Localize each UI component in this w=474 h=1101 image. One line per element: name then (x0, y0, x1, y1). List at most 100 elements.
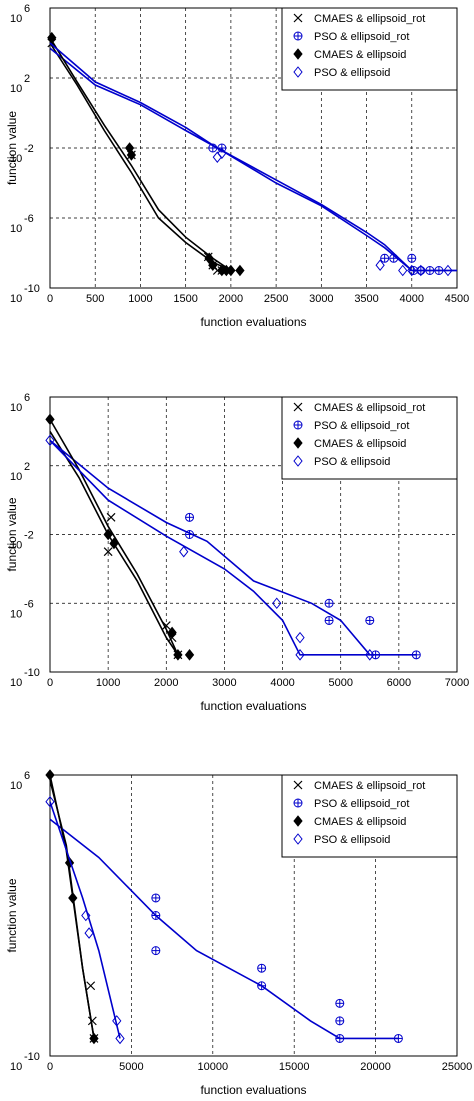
series-4-marker (179, 545, 189, 558)
legend-label-3: CMAES & ellipsoid (314, 438, 406, 450)
series-3-marker (226, 264, 236, 277)
y-tick-base: 10 (10, 293, 22, 305)
series-2-marker (257, 963, 267, 973)
y-tick-label: 102 (10, 73, 30, 95)
y-tick-base: 10 (10, 677, 22, 689)
series-3-marker (45, 769, 55, 781)
y-tick-base: 10 (10, 402, 22, 414)
legend-label-2: PSO & ellipsoid_rot (314, 420, 409, 432)
series-1-marker (103, 547, 113, 557)
legend-box (281, 7, 458, 91)
x-axis-label: function evaluations (200, 315, 306, 329)
y-tick-label: 10-2 (10, 143, 34, 165)
series-2-marker (185, 530, 195, 539)
y-axis-label: function value (5, 497, 19, 571)
y-tick-exponent: 2 (24, 461, 30, 473)
y-tick-label: 106 (10, 3, 30, 25)
series-line-3 (49, 418, 179, 656)
legend-marker-2 (293, 798, 303, 808)
x-tick-label: 0 (47, 293, 53, 305)
series-2-marker (380, 253, 390, 263)
legend-marker-4 (293, 833, 303, 845)
y-tick-label: 10-10 (10, 283, 40, 305)
x-tick-label: 4000 (400, 293, 424, 305)
legend-label-2: PSO & ellipsoid_rot (314, 798, 409, 810)
y-tick-base: 10 (10, 13, 22, 25)
series-2-marker (151, 911, 161, 920)
legend-box (281, 396, 458, 480)
x-tick-label: 7000 (445, 677, 469, 689)
series-3-marker (68, 892, 78, 904)
series-2-marker (151, 893, 161, 903)
y-axis-label: function value (5, 878, 19, 952)
x-axis-label: function evaluations (200, 1083, 306, 1097)
legend-marker-3 (293, 815, 303, 827)
legend-marker-4 (293, 66, 303, 78)
y-tick-label: 10-10 (10, 1051, 40, 1073)
x-tick-label: 4500 (445, 293, 469, 305)
series-3-marker (167, 626, 177, 639)
y-tick-base: 10 (10, 83, 22, 95)
series-2-marker (324, 615, 334, 625)
x-tick-label: 3000 (309, 293, 333, 305)
legend-label-3: CMAES & ellipsoid (314, 49, 406, 61)
legend-box (281, 774, 458, 858)
y-tick-exponent: -6 (24, 598, 34, 610)
series-4-marker (407, 264, 417, 277)
legend: CMAES & ellipsoid_rot PSO & ellipsoid_rot… (281, 7, 458, 91)
legend-marker-1 (293, 780, 303, 790)
series-2-marker (185, 512, 195, 522)
series-3-marker (47, 31, 57, 44)
series-4-marker (295, 631, 305, 644)
series-3-marker (204, 252, 214, 265)
series-line-3 (49, 774, 95, 1039)
y-tick-exponent: -2 (24, 143, 34, 155)
y-tick-exponent: -10 (24, 1051, 40, 1063)
x-tick-label: 2000 (154, 677, 178, 689)
series-4-marker (81, 909, 91, 922)
x-tick-label: 15000 (279, 1061, 310, 1073)
x-axis-label: function evaluations (200, 699, 306, 713)
series-line-2 (49, 439, 417, 656)
y-tick-exponent: -10 (24, 283, 40, 295)
series-3-marker (208, 259, 218, 272)
legend-label-1: CMAES & ellipsoid_rot (314, 780, 425, 792)
series-4-marker (375, 259, 385, 272)
series-4-marker (45, 795, 55, 808)
x-tick-label: 0 (47, 1061, 53, 1073)
chart-panel-2: 0 1000 2000 3000 4000 5000 6000 700010610210-21… (5, 392, 469, 713)
x-tick-label: 1000 (128, 293, 152, 305)
y-tick-base: 10 (10, 153, 22, 165)
series-3-marker (235, 264, 245, 277)
series-2-marker (335, 1016, 345, 1026)
series-3-marker (184, 649, 195, 661)
y-tick-label: 10-6 (10, 213, 34, 235)
series-4-marker (272, 597, 282, 610)
series-line-2 (49, 818, 399, 1040)
series-3-marker (126, 149, 137, 161)
series-2-marker (324, 598, 334, 608)
x-tick-label: 4000 (270, 677, 294, 689)
series-3-marker (45, 413, 55, 426)
legend-marker-2 (293, 31, 303, 41)
legend-label-4: PSO & ellipsoid (314, 456, 390, 468)
legend-marker-4 (293, 455, 303, 467)
series-4-marker (45, 434, 55, 447)
series-line-4 (49, 439, 370, 656)
series-2-marker (371, 650, 381, 660)
y-tick-label: 106 (10, 392, 30, 414)
y-tick-label: 106 (10, 770, 30, 792)
y-tick-exponent: -2 (24, 530, 34, 542)
series-4-marker (416, 264, 426, 277)
series-2-marker (335, 1033, 345, 1043)
x-tick-label: 2500 (264, 293, 288, 305)
legend-label-1: CMAES & ellipsoid_rot (314, 13, 425, 25)
series-4-marker (217, 147, 227, 160)
legend-marker-3 (293, 48, 303, 60)
series-1-marker (106, 512, 116, 522)
x-tick-label: 1000 (96, 677, 120, 689)
series-3-marker (89, 1032, 99, 1045)
y-tick-exponent: -6 (24, 213, 34, 225)
